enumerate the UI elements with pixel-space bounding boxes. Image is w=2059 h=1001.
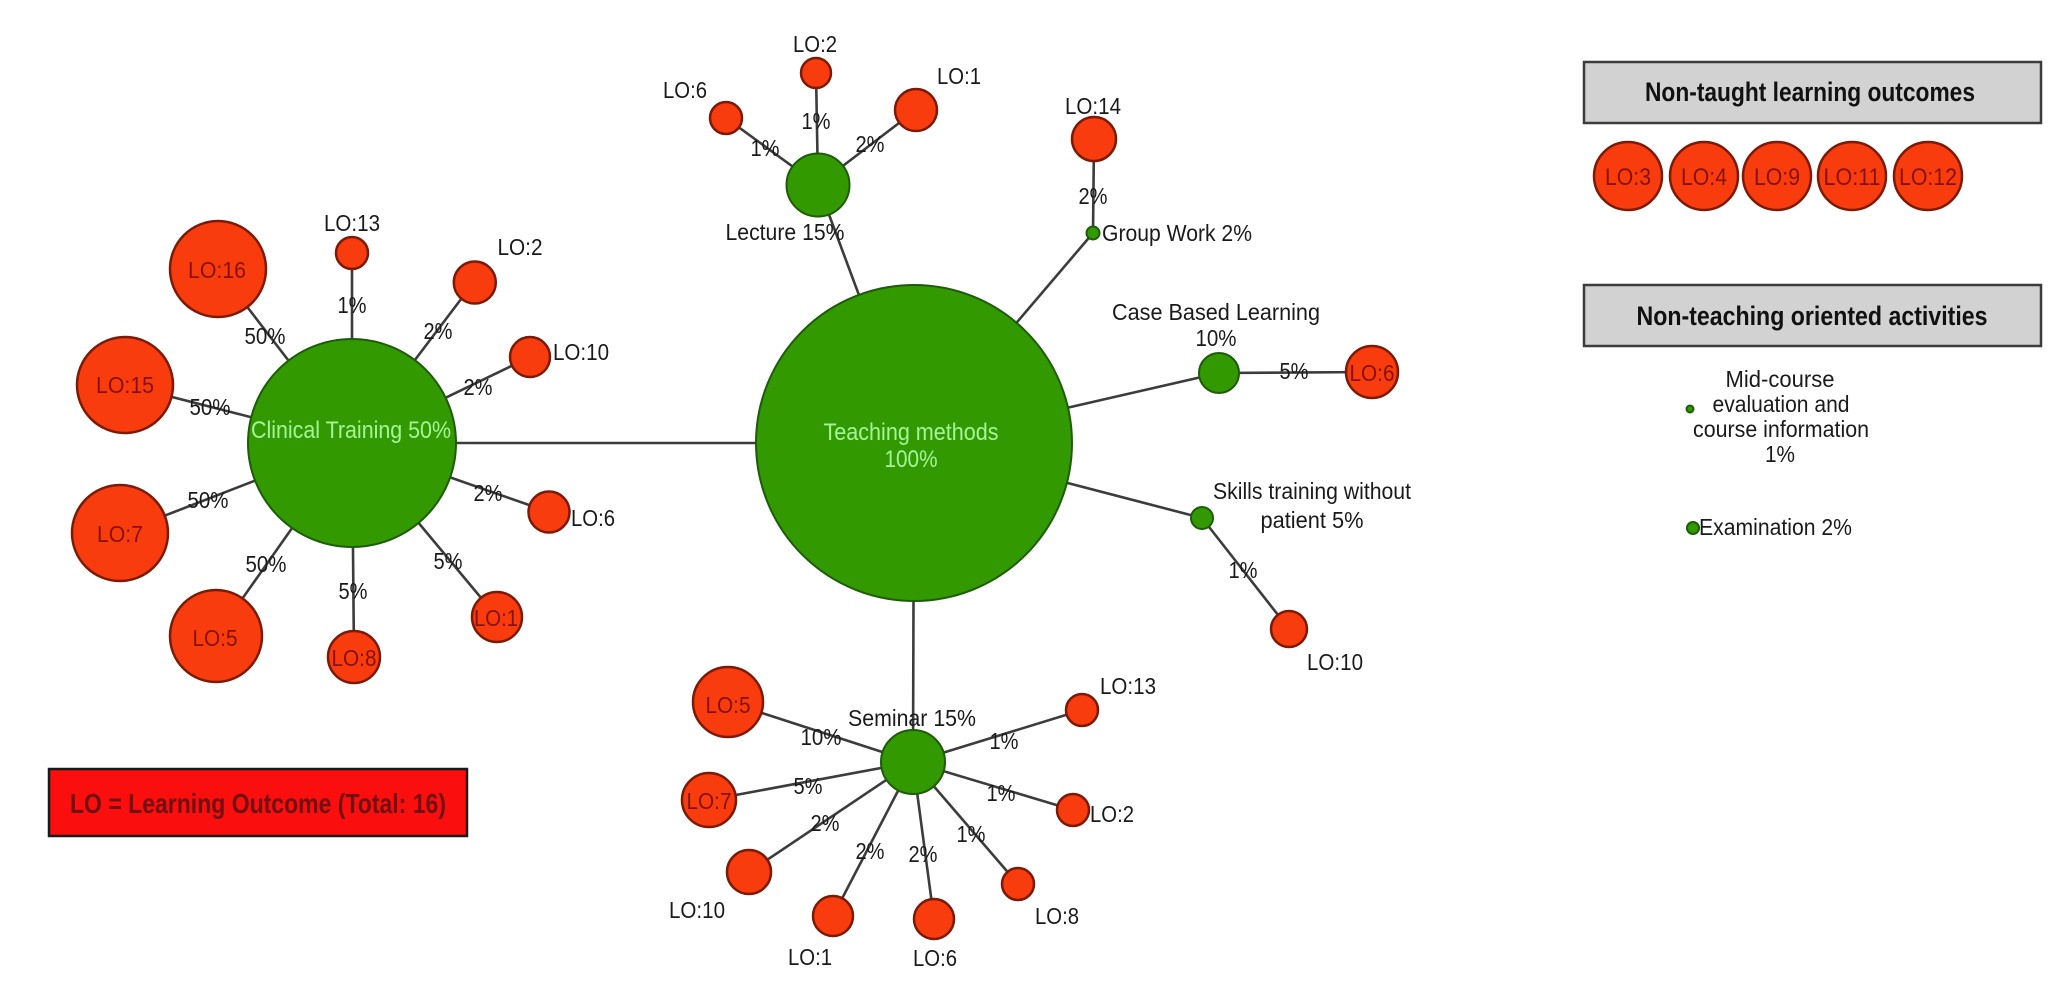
- svg-text:Seminar 15%: Seminar 15%: [848, 705, 976, 731]
- svg-text:5%: 5%: [339, 578, 368, 604]
- svg-text:Examination 2%: Examination 2%: [1699, 514, 1852, 540]
- svg-text:LO:1: LO:1: [474, 605, 518, 631]
- svg-text:LO:16: LO:16: [188, 257, 246, 283]
- svg-text:LO:3: LO:3: [1605, 164, 1651, 191]
- svg-text:LO:13: LO:13: [324, 210, 380, 236]
- svg-text:patient 5%: patient 5%: [1261, 507, 1364, 533]
- svg-text:1%: 1%: [802, 108, 831, 134]
- svg-text:LO:8: LO:8: [332, 645, 377, 671]
- svg-text:LO:1: LO:1: [937, 63, 981, 89]
- svg-text:Non-teaching oriented activiti: Non-teaching oriented activities: [1637, 301, 1988, 331]
- svg-text:Clinical Training 50%: Clinical Training 50%: [251, 417, 451, 444]
- svg-text:Mid-course: Mid-course: [1726, 366, 1835, 392]
- svg-text:LO:7: LO:7: [687, 788, 732, 814]
- svg-text:2%: 2%: [856, 838, 885, 864]
- svg-text:1%: 1%: [751, 135, 780, 161]
- svg-text:5%: 5%: [794, 773, 823, 799]
- svg-text:LO:6: LO:6: [913, 945, 957, 971]
- svg-text:100%: 100%: [885, 446, 938, 473]
- svg-text:LO:8: LO:8: [1035, 903, 1079, 929]
- svg-text:5%: 5%: [1280, 358, 1309, 384]
- svg-text:LO:1: LO:1: [788, 944, 832, 970]
- svg-text:2%: 2%: [811, 810, 840, 836]
- svg-text:2%: 2%: [856, 131, 885, 157]
- svg-text:50%: 50%: [190, 394, 231, 420]
- svg-text:5%: 5%: [434, 548, 463, 574]
- svg-text:2%: 2%: [424, 318, 453, 344]
- svg-text:LO:4: LO:4: [1681, 164, 1727, 191]
- svg-text:LO:9: LO:9: [1754, 164, 1800, 191]
- svg-text:Skills training without: Skills training without: [1213, 478, 1412, 504]
- svg-text:2%: 2%: [1079, 183, 1108, 209]
- svg-text:Group Work 2%: Group Work 2%: [1102, 220, 1252, 246]
- svg-text:LO:2: LO:2: [1090, 801, 1134, 827]
- svg-text:2%: 2%: [464, 374, 493, 400]
- svg-text:LO:6: LO:6: [571, 505, 615, 531]
- svg-text:LO:15: LO:15: [96, 372, 154, 398]
- svg-text:50%: 50%: [246, 551, 287, 577]
- svg-text:LO = Learning Outcome (Total:: LO = Learning Outcome (Total: 16): [70, 788, 446, 819]
- svg-text:LO:10: LO:10: [1307, 649, 1363, 675]
- svg-text:50%: 50%: [245, 323, 286, 349]
- svg-text:Teaching methods: Teaching methods: [824, 419, 999, 446]
- svg-text:2%: 2%: [909, 841, 938, 867]
- svg-text:LO:12: LO:12: [1899, 164, 1957, 191]
- svg-text:1%: 1%: [957, 821, 986, 847]
- svg-text:10%: 10%: [1196, 325, 1237, 351]
- svg-text:Non-taught learning outcomes: Non-taught learning outcomes: [1645, 77, 1975, 107]
- svg-text:LO:2: LO:2: [498, 234, 543, 260]
- svg-text:2%: 2%: [474, 480, 503, 506]
- svg-text:LO:11: LO:11: [1824, 164, 1881, 191]
- svg-text:1%: 1%: [1229, 557, 1258, 583]
- svg-text:1%: 1%: [1765, 441, 1795, 467]
- svg-text:course information: course information: [1693, 416, 1869, 442]
- svg-text:50%: 50%: [188, 487, 229, 513]
- svg-text:LO:5: LO:5: [706, 692, 751, 718]
- svg-text:Lecture 15%: Lecture 15%: [726, 219, 845, 245]
- svg-text:LO:14: LO:14: [1065, 93, 1121, 119]
- svg-text:LO:6: LO:6: [1350, 360, 1395, 386]
- svg-text:1%: 1%: [338, 292, 367, 318]
- svg-text:LO:6: LO:6: [663, 77, 707, 103]
- svg-text:Case Based Learning: Case Based Learning: [1112, 299, 1320, 325]
- svg-text:LO:10: LO:10: [669, 897, 725, 923]
- svg-text:1%: 1%: [990, 728, 1019, 754]
- svg-text:1%: 1%: [987, 780, 1016, 806]
- svg-text:LO:7: LO:7: [97, 521, 143, 547]
- svg-text:LO:2: LO:2: [793, 31, 837, 57]
- svg-text:LO:10: LO:10: [553, 339, 609, 365]
- svg-text:10%: 10%: [801, 724, 842, 750]
- svg-text:evaluation and: evaluation and: [1713, 391, 1850, 417]
- svg-text:LO:13: LO:13: [1100, 673, 1156, 699]
- svg-text:LO:5: LO:5: [193, 625, 238, 651]
